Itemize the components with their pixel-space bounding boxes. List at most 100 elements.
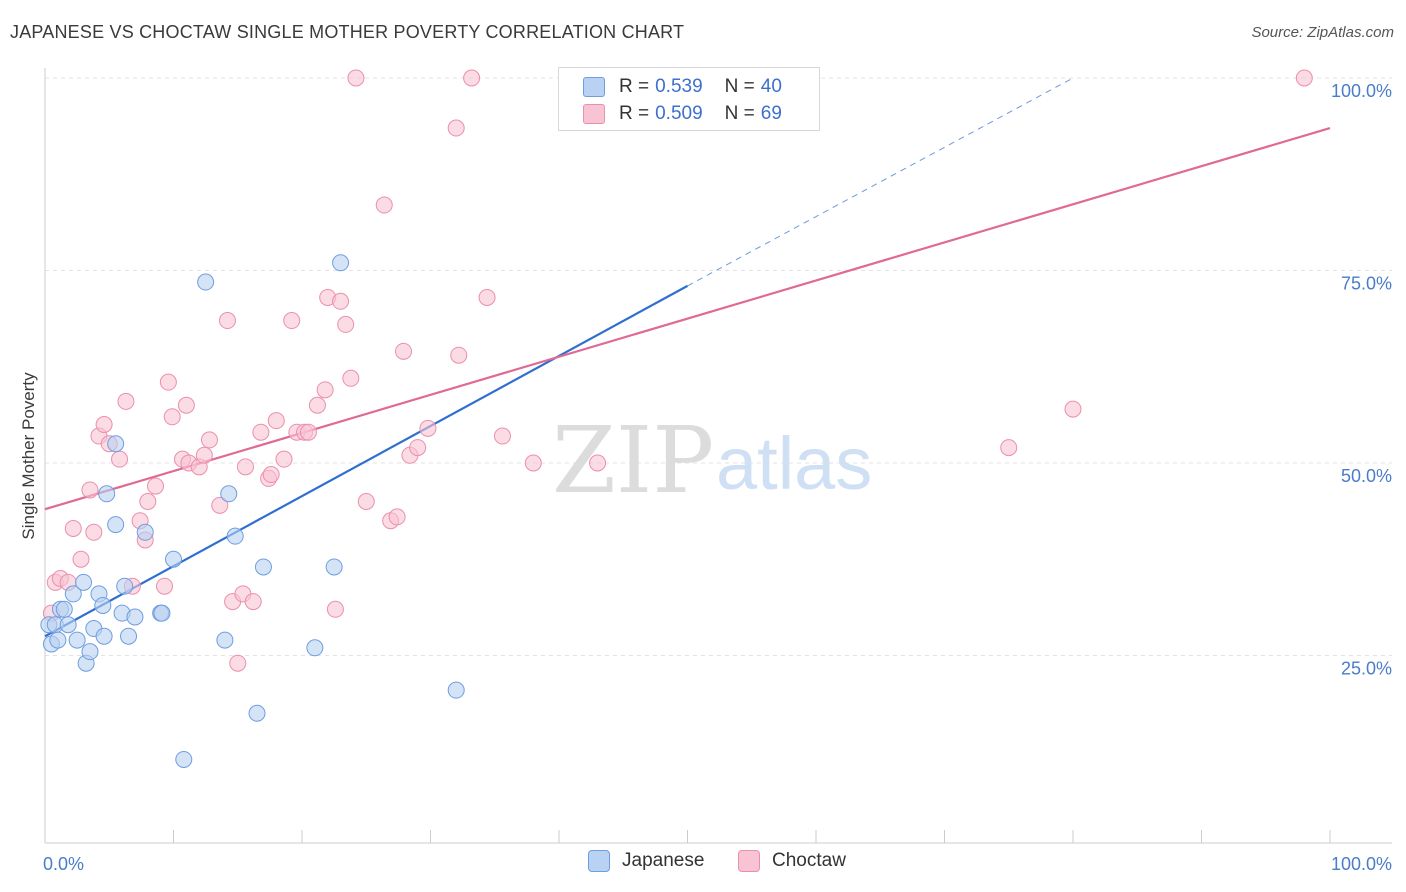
choctaw-point — [524, 454, 542, 472]
chart-title: JAPANESE VS CHOCTAW SINGLE MOTHER POVERT… — [10, 22, 685, 42]
japanese-point — [116, 577, 134, 595]
japanese-point — [306, 639, 324, 657]
choctaw-point — [316, 381, 334, 399]
japanese-point — [175, 750, 193, 768]
y-tick-label: 100.0% — [1331, 81, 1392, 101]
choctaw-point — [211, 496, 229, 514]
legend-r-label: R = — [619, 76, 650, 97]
choctaw-point — [1295, 69, 1313, 87]
japanese-point — [153, 604, 171, 622]
japanese-point — [216, 631, 234, 649]
choctaw-point — [447, 119, 465, 137]
y-axis-label: Single Mother Poverty — [19, 372, 38, 540]
choctaw-point — [200, 431, 218, 449]
choctaw-point — [156, 577, 174, 595]
legend-label-japanese: Japanese — [622, 850, 705, 871]
watermark-zip: ZIP — [552, 407, 714, 514]
axes — [44, 68, 1392, 844]
data-points — [40, 69, 1313, 768]
choctaw-point — [177, 396, 195, 414]
source-label: Source: ZipAtlas.com — [1251, 24, 1394, 41]
choctaw-point — [332, 292, 350, 310]
choctaw-point — [244, 593, 262, 611]
choctaw-point — [252, 423, 270, 441]
japanese-point — [254, 558, 272, 576]
choctaw-point — [111, 450, 129, 468]
choctaw-legend-swatch — [738, 850, 760, 872]
japanese-point — [220, 485, 238, 503]
choctaw-swatch — [583, 104, 605, 124]
japanese-point — [95, 627, 113, 645]
choctaw-point — [478, 288, 496, 306]
choctaw-point — [347, 69, 365, 87]
choctaw-point — [95, 416, 113, 433]
choctaw-trend-line — [44, 126, 1331, 511]
japanese-point — [64, 585, 82, 603]
legend-n-label: N = — [724, 76, 755, 97]
japanese-point — [49, 631, 67, 649]
choctaw-point — [267, 412, 285, 430]
choctaw-point — [81, 481, 99, 499]
x-ticks — [44, 830, 1331, 843]
choctaw-point — [72, 550, 90, 568]
japanese-point — [226, 527, 244, 545]
japanese-legend-swatch — [588, 850, 610, 872]
choctaw-point — [409, 439, 427, 457]
legend-row-choctaw: R = 0.509 N = 69 — [583, 102, 788, 126]
choctaw-point — [493, 427, 511, 445]
choctaw-point — [195, 446, 213, 464]
x-tick-label: 100.0% — [1331, 854, 1392, 874]
choctaw-point — [147, 477, 165, 495]
legend-r-label: R = — [619, 103, 650, 124]
japanese-point — [447, 681, 465, 699]
choctaw-point — [139, 493, 157, 510]
legend-item-choctaw: Choctaw — [738, 850, 846, 872]
japanese-point — [55, 600, 73, 618]
choctaw-point — [589, 454, 607, 472]
choctaw-point — [308, 396, 326, 414]
japanese-trend-extension — [687, 77, 1074, 287]
japanese-point — [325, 558, 343, 576]
choctaw-point — [218, 312, 236, 330]
y-tick-label: 25.0% — [1341, 659, 1392, 679]
choctaw-point — [275, 450, 293, 468]
japanese-point — [59, 616, 77, 634]
japanese-point — [120, 627, 138, 645]
choctaw-point — [463, 69, 481, 87]
legend-n-label: N = — [724, 103, 755, 124]
choctaw-point — [375, 196, 393, 214]
japanese-point — [136, 523, 154, 541]
legend-item-japanese: Japanese — [588, 850, 704, 872]
choctaw-point — [1064, 400, 1082, 418]
y-tick-labels: 25.0% 50.0% 75.0% 100.0% — [1331, 81, 1392, 679]
grid-lines — [45, 77, 1392, 656]
choctaw-point — [388, 508, 406, 526]
japanese-point — [248, 704, 266, 722]
series-legend: Japanese Choctaw — [0, 850, 1406, 880]
japanese-trend-line — [44, 284, 689, 638]
choctaw-point — [117, 392, 135, 410]
choctaw-point — [299, 423, 317, 441]
japanese-point — [107, 435, 125, 453]
choctaw-point — [357, 493, 375, 510]
choctaw-point — [163, 408, 181, 426]
choctaw-point — [395, 342, 413, 360]
legend-label-choctaw: Choctaw — [772, 850, 846, 871]
choctaw-point — [337, 315, 355, 333]
choctaw-point — [419, 419, 437, 437]
japanese-point — [81, 643, 99, 661]
choctaw-point — [283, 312, 301, 330]
y-tick-label: 50.0% — [1341, 466, 1392, 486]
legend-n-value: 69 — [760, 103, 782, 124]
choctaw-point — [85, 523, 103, 541]
japanese-point — [94, 596, 112, 614]
japanese-swatch — [583, 77, 605, 97]
legend-r-value: 0.539 — [655, 76, 703, 97]
choctaw-point — [342, 369, 360, 387]
choctaw-point — [326, 600, 344, 618]
japanese-point — [197, 273, 215, 291]
choctaw-point — [1000, 439, 1018, 457]
japanese-point — [332, 254, 350, 272]
watermark-atlas: atlas — [716, 422, 872, 505]
